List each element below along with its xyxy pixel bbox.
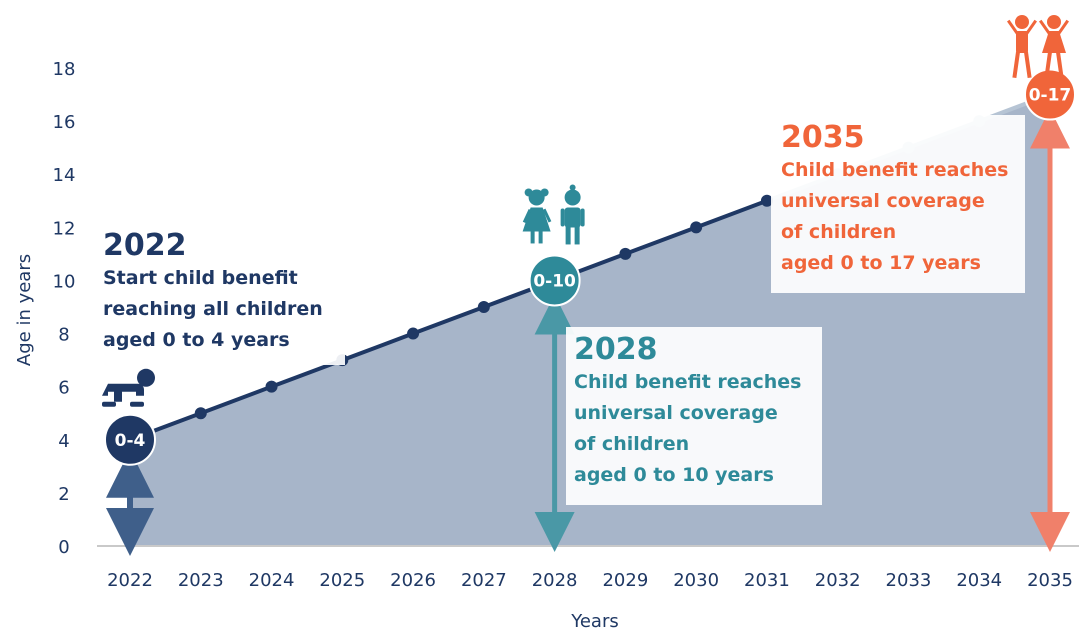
- x-tick-label: 2030: [673, 570, 719, 591]
- y-tick-label: 8: [58, 325, 69, 346]
- x-tick-label: 2033: [886, 570, 932, 591]
- y-axis-title: Age in years: [14, 254, 35, 366]
- annotation-2028-line-1: Child benefit reaches: [574, 371, 802, 393]
- series-line-segment: [198, 384, 274, 416]
- range-arrows-layer: [106, 108, 1070, 556]
- series-line-segment: [411, 305, 486, 336]
- x-tick-label: 2035: [1027, 570, 1073, 591]
- annotation-2022-line-1: Start child benefit: [103, 267, 298, 289]
- annotation-2028: 2028 Child benefit reaches universal cov…: [566, 327, 822, 505]
- badge-circle-2028: [528, 254, 581, 307]
- children-icon: [522, 184, 585, 245]
- data-point-2031: [760, 194, 773, 207]
- data-point-2024: [265, 380, 278, 393]
- data-point-2023: [194, 407, 207, 420]
- annotation-2035-line-4: aged 0 to 17 years: [781, 252, 981, 274]
- x-tick-label: 2032: [815, 570, 861, 591]
- teenagers-icon: [1007, 15, 1069, 79]
- x-tick-label: 2022: [107, 570, 153, 591]
- x-tick-label: 2027: [461, 570, 507, 591]
- x-tick-label: 2026: [390, 570, 436, 591]
- annotation-2028-line-4: aged 0 to 10 years: [574, 464, 774, 486]
- series-line-segment: [623, 225, 699, 256]
- badge-circle-2022: [104, 413, 156, 466]
- y-tick-label: 16: [53, 112, 76, 133]
- annotation-2022-title: 2022: [103, 228, 187, 263]
- badge-label-2022: 0-4: [115, 431, 146, 451]
- data-point-2026: [407, 327, 420, 340]
- x-tick-label: 2024: [249, 570, 295, 591]
- series-line-segment: [340, 331, 416, 363]
- y-tick-label: 6: [58, 378, 69, 399]
- annotation-2028-line-2: universal coverage: [574, 402, 778, 424]
- data-point-2029: [619, 247, 632, 260]
- x-tick-label: 2025: [319, 570, 365, 591]
- x-tick-label: 2034: [956, 570, 1002, 591]
- x-tick-label: 2028: [532, 570, 578, 591]
- x-tick-label: 2023: [178, 570, 224, 591]
- icons-layer: [102, 15, 1069, 407]
- x-tick-label: 2029: [602, 570, 648, 591]
- y-tick-label: 4: [58, 431, 69, 452]
- data-point-2027: [477, 301, 490, 313]
- badge-label-2035: 0-17: [1029, 86, 1072, 106]
- annotation-2035: 2035 Child benefit reaches universal cov…: [771, 115, 1025, 293]
- y-tick-label: 14: [53, 165, 76, 186]
- annotation-2028-line-3: of children: [574, 433, 690, 455]
- y-tick-label: 10: [53, 271, 76, 292]
- annotation-2035-line-3: of children: [781, 221, 897, 243]
- x-tick-label: 2031: [744, 570, 790, 591]
- x-axis-title: Years: [570, 611, 619, 630]
- baby-icon: [102, 368, 155, 407]
- y-tick-label: 0: [58, 537, 69, 558]
- series-line-segment: [694, 198, 769, 230]
- annotation-2028-title: 2028: [574, 332, 658, 367]
- data-point-2030: [690, 221, 703, 234]
- annotation-2022-line-2: reaching all children: [103, 298, 323, 320]
- axes-layer: 0 2 4 6 8 10 12 14 16 18 2022 2023 2024 2025 2026 2027 2…: [53, 59, 1079, 591]
- badge-label-2028: 0-10: [533, 271, 576, 291]
- annotation-2035-title: 2035: [781, 120, 865, 155]
- annotation-2022: 2022 Start child benefit reaching all ch…: [95, 221, 345, 365]
- y-tick-label: 2: [58, 484, 69, 505]
- annotation-2035-line-1: Child benefit reaches: [781, 159, 1009, 181]
- y-tick-label: 12: [53, 218, 76, 239]
- badges-layer: 0-4 0-10 0-17: [104, 68, 1076, 466]
- annotation-2022-line-3: aged 0 to 4 years: [103, 329, 290, 351]
- badge-circle-2035: [1024, 68, 1076, 121]
- annotation-2035-line-2: universal coverage: [781, 190, 985, 212]
- y-tick-label: 18: [53, 59, 76, 80]
